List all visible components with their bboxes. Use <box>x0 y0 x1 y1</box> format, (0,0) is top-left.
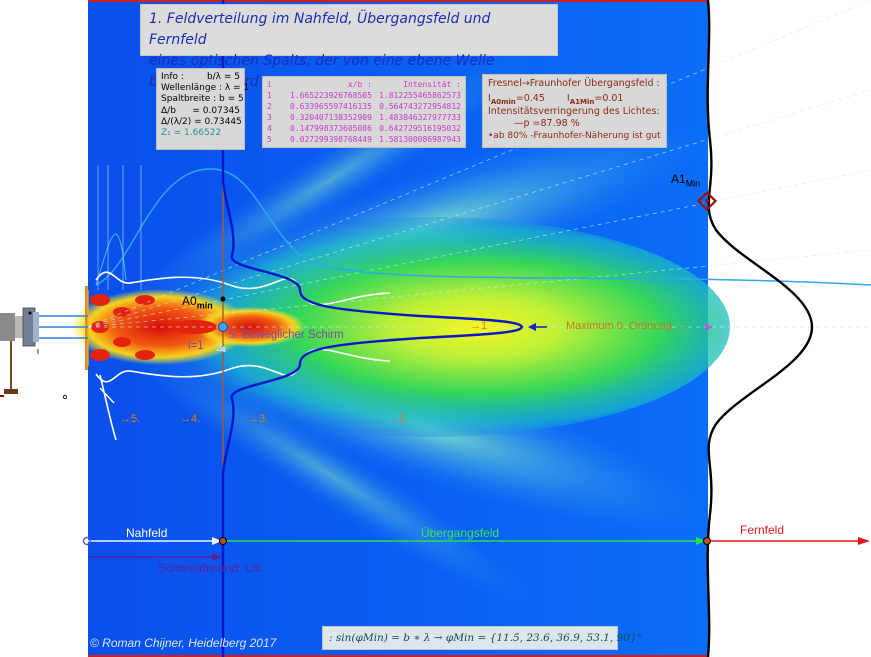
screen-label[interactable]: S: Beweglicher Schirm <box>228 329 344 341</box>
far-field-curve <box>706 0 814 657</box>
fresnel-reduction-label: Intensitätsverringerung des Lichtes: <box>488 105 660 117</box>
fernfeld-label: Fernfeld <box>740 523 785 537</box>
info-row: Δ/(λ/2) = 0.73445 <box>161 116 242 127</box>
minimum-marker-5: →5. <box>120 413 141 425</box>
table-row: 2 0.633965597416135 0.564743272954812 <box>267 102 461 111</box>
info-row: Info : b/λ = 5 <box>161 72 240 82</box>
info-row: Δ/b = 0.07345 <box>161 105 240 116</box>
z1-label: Z₁ <box>216 342 227 354</box>
screen-intensity-profile <box>221 0 524 657</box>
info-row: Spaltbreite : b = 5 <box>161 94 244 105</box>
nahfeld-label: Nahfeld <box>126 526 168 540</box>
field-top-border <box>88 0 708 2</box>
a1min-marker <box>696 190 718 212</box>
minimum-marker-4: →4. <box>180 413 201 425</box>
central-beam <box>130 217 730 437</box>
a0min-point <box>220 296 226 302</box>
a0min-label: A0min <box>182 294 213 311</box>
credit-text: © Roman Chijner, Heidelberg 2017 <box>90 636 277 650</box>
title-panel: 1. Feldverteilung im Nahfeld, Übergangsf… <box>140 4 558 90</box>
index-label: i=1 <box>188 340 204 352</box>
fresnel-panel: Fresnel→Fraunhofer Übergangsfeld : IA0mi… <box>482 74 667 148</box>
light-source-apparatus <box>0 307 88 400</box>
schirmabstand-label: Schirmabstand: L/b <box>158 561 262 575</box>
distance-axis <box>82 536 870 561</box>
table-row: 4 0.147998373605086 0.642729516195032 <box>267 124 461 133</box>
fresnel-note: •ab 80% -Fraunhofer-Näherung ist gut <box>488 130 661 141</box>
maximum-label: Maximum 0. Ordnung → <box>566 320 686 332</box>
info-z-value: Z₁ = 1.66522 <box>161 128 222 139</box>
uebergangsfeld-label: Übergangsfeld <box>421 526 500 540</box>
minimum-marker-1: →1 <box>470 320 488 332</box>
table-row: 5 0.027299398768449 1.581300086987943 <box>267 135 461 144</box>
minima-table: i x/b : Intensität : 1 1.665223926768505 1… <box>262 76 466 148</box>
slit-arrow <box>99 387 115 404</box>
field-bottom-border <box>88 655 708 657</box>
table-row: 3 0.320407138352909 1.483846327977733 <box>267 113 461 122</box>
near-field-screens <box>97 165 142 290</box>
title-line-1: 1. Feldverteilung im Nahfeld, Übergangsf… <box>149 11 491 48</box>
minimum-marker-2: →2. <box>388 413 409 425</box>
envelope-curve <box>95 168 871 286</box>
fresnel-intensities: IA0min=0.45 IA1Min=0.01 <box>488 93 624 106</box>
minimum-marker-3: →3. <box>248 413 269 425</box>
table-header: i x/b : Intensität : <box>267 80 461 89</box>
info-panel: Info : b/λ = 5 Wellenlänge : λ = 1 Spaltb… <box>156 68 250 150</box>
slit-aperture <box>85 286 89 370</box>
maximum-pointer <box>705 323 713 331</box>
screen-hub <box>218 322 228 332</box>
fresnel-reduction-value: —p =87.98 % <box>514 117 580 129</box>
fresnel-title: Fresnel→Fraunhofer Übergangsfeld : <box>488 78 660 89</box>
table-row: 1 1.665223926768505 1.812255465862573 <box>267 91 461 100</box>
a1min-label: A1Min <box>671 172 701 189</box>
formula-panel: : sin(φMin) = b ∗ λ → φMin = {11.5, 23.6… <box>322 626 642 650</box>
info-row: Wellenlänge : λ = 1 <box>161 83 250 94</box>
